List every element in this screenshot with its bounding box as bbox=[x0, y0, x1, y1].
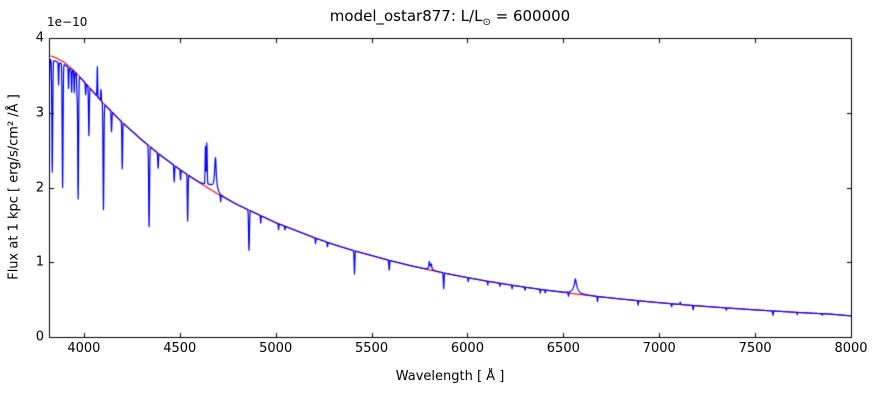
y-tick-label: 0 bbox=[35, 329, 44, 345]
x-tick-label: 4500 bbox=[163, 341, 197, 356]
x-tick-label: 4000 bbox=[67, 341, 101, 356]
sun-symbol-subscript: ⊙ bbox=[482, 17, 491, 28]
x-tick-label: 5500 bbox=[355, 341, 389, 356]
y-tick-label: 2 bbox=[35, 180, 44, 195]
plot-title: model_ostar877: L/L⊙ = 600000 bbox=[330, 7, 570, 28]
y-tick-label: 3 bbox=[35, 105, 44, 121]
y-tick-label: 4 bbox=[35, 30, 44, 46]
plot-title-text: model_ostar877: L/L bbox=[329, 7, 483, 25]
x-axis-label: Wavelength [ Å ] bbox=[395, 369, 505, 384]
x-tick-label: 8000 bbox=[834, 341, 868, 356]
x-tick-label: 5000 bbox=[259, 341, 293, 356]
y-tick-label: 1 bbox=[35, 254, 44, 270]
x-tick-label: 7500 bbox=[738, 341, 772, 356]
plot-title-value: = 600000 bbox=[490, 7, 571, 25]
x-tick-label: 6500 bbox=[546, 341, 580, 356]
x-tick-label: 7000 bbox=[642, 341, 676, 356]
y-axis-offset-text: 1e−10 bbox=[47, 15, 88, 29]
x-tick-label: 6000 bbox=[450, 341, 484, 356]
